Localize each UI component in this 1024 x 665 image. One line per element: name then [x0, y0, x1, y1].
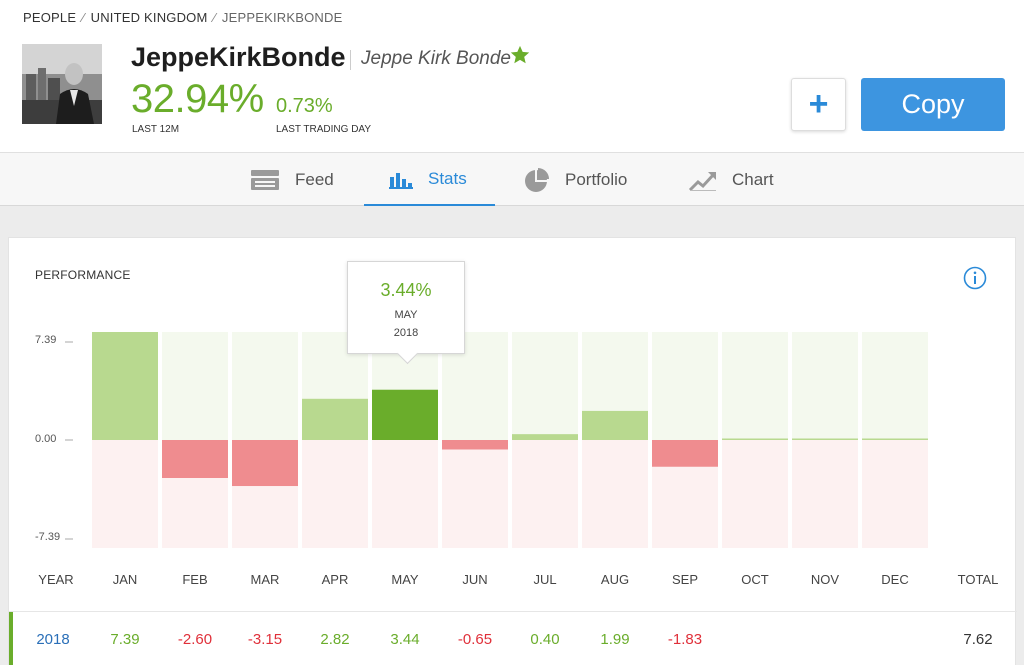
breadcrumb-separator: ⁄ — [82, 10, 85, 25]
tab-chart[interactable]: Chart — [688, 153, 774, 206]
tab-bar: Feed Stats Portfolio Chart — [0, 152, 1024, 206]
month-label-mar: MAR — [250, 572, 280, 587]
row-value-feb: -2.60 — [177, 631, 213, 648]
breadcrumb: PEOPLE ⁄ UNITED KINGDOM ⁄ JEPPEKIRKBONDE — [23, 10, 342, 25]
bar-background-negative — [792, 440, 858, 548]
bar-nov[interactable] — [792, 438, 858, 441]
tooltip-month: MAY — [394, 309, 418, 321]
row-value-jun: -0.65 — [457, 631, 493, 648]
bar-sep[interactable] — [652, 440, 718, 467]
add-watchlist-button[interactable]: + — [791, 78, 846, 131]
bar-background-negative — [862, 440, 928, 548]
month-label-jul: JUL — [533, 572, 557, 587]
tab-stats[interactable]: Stats — [364, 153, 495, 206]
month-label-feb: FEB — [182, 572, 208, 587]
chart-trend-icon — [688, 168, 718, 192]
bars-plot — [65, 332, 928, 548]
y-tick-label: 0.00 — [35, 433, 57, 445]
copy-button[interactable]: Copy — [861, 78, 1005, 131]
bar-jan[interactable] — [92, 332, 158, 440]
tab-chart-label: Chart — [732, 169, 774, 189]
month-label-oct: OCT — [741, 572, 769, 587]
bar-background-positive — [162, 332, 228, 440]
bar-may[interactable] — [372, 389, 438, 440]
year-header: YEAR — [38, 572, 74, 587]
gain-day: 0.73% — [276, 95, 333, 117]
bar-oct[interactable] — [722, 438, 788, 441]
gain-12m-label: LAST 12M — [132, 124, 180, 135]
row-value-aug: 1.99 — [600, 631, 630, 648]
month-label-dec: DEC — [881, 572, 909, 587]
bar-background-positive — [722, 332, 788, 440]
stats-icon — [388, 169, 414, 189]
bar-background-negative — [582, 440, 648, 548]
row-value-may: 3.44 — [390, 631, 420, 648]
row-value-sep: -1.83 — [667, 631, 703, 648]
tab-portfolio-label: Portfolio — [565, 169, 628, 189]
month-label-may: MAY — [391, 572, 419, 587]
performance-chart: 7.39 0.00 -7.39 — [9, 238, 1017, 665]
profile-header: PEOPLE ⁄ UNITED KINGDOM ⁄ JEPPEKIRKBONDE Jep… — [0, 0, 1024, 152]
month-label-jan: JAN — [112, 572, 138, 587]
bar-background-negative — [512, 440, 578, 548]
row-total: 7.62 — [963, 631, 993, 648]
tooltip-year: 2018 — [393, 327, 419, 339]
breadcrumb-current: JEPPEKIRKBONDE — [221, 10, 343, 25]
breadcrumb-separator: ⁄ — [213, 10, 216, 25]
month-label-jun: JUN — [462, 572, 488, 587]
tab-feed[interactable]: Feed — [249, 153, 334, 206]
y-tick-label: -7.39 — [35, 531, 61, 543]
breadcrumb-people[interactable]: PEOPLE — [23, 10, 77, 25]
y-tick-label: 7.39 — [35, 334, 57, 346]
gain-day-label: LAST TRADING DAY — [276, 124, 372, 135]
bar-aug[interactable] — [582, 410, 648, 440]
bar-dec[interactable] — [862, 438, 928, 441]
bar-background-positive — [652, 332, 718, 440]
username: JeppeKirkBonde — [131, 42, 346, 72]
tab-feed-label: Feed — [295, 169, 334, 189]
bar-jun[interactable] — [442, 440, 508, 450]
bar-apr[interactable] — [302, 398, 368, 440]
portfolio-pie-icon — [523, 166, 551, 194]
bar-background-negative — [442, 440, 508, 548]
bar-background-negative — [92, 440, 158, 548]
full-name: Jeppe Kirk Bonde — [361, 48, 511, 69]
tab-stats-label: Stats — [428, 168, 467, 188]
bar-feb[interactable] — [162, 440, 228, 478]
bar-jul[interactable] — [512, 434, 578, 440]
row-value-jan: 7.39 — [110, 631, 140, 648]
bar-mar[interactable] — [232, 440, 298, 487]
row-year[interactable]: 2018 — [36, 631, 70, 648]
bar-background-negative — [722, 440, 788, 548]
total-header: TOTAL — [957, 572, 999, 587]
bar-background-negative — [302, 440, 368, 548]
row-value-jul: 0.40 — [530, 631, 560, 648]
bar-background-positive — [862, 332, 928, 440]
month-label-apr: APR — [321, 572, 349, 587]
gain-12m: 32.94% — [131, 77, 264, 121]
month-label-nov: NOV — [810, 572, 840, 587]
row-accent — [9, 612, 13, 665]
row-value-apr: 2.82 — [320, 631, 350, 648]
bar-background-negative — [372, 440, 438, 548]
month-label-sep: SEP — [671, 572, 698, 587]
performance-card: PERFORMANCE 7.39 0.00 -7.39 YEAR JAN FEB M… — [8, 237, 1017, 665]
performance-title: PERFORMANCE — [35, 268, 131, 282]
feed-icon — [249, 168, 281, 192]
name-divider — [350, 50, 351, 70]
month-label-aug: AUG — [600, 572, 630, 587]
row-value-mar: -3.15 — [247, 631, 283, 648]
avatar — [22, 44, 102, 124]
bar-background-positive — [232, 332, 298, 440]
tooltip-value: 3.44% — [380, 280, 432, 300]
star-icon[interactable] — [509, 44, 531, 66]
tab-portfolio[interactable]: Portfolio — [523, 153, 627, 206]
info-icon[interactable] — [963, 266, 987, 290]
bar-background-positive — [792, 332, 858, 440]
breadcrumb-country[interactable]: UNITED KINGDOM — [90, 10, 208, 25]
table-row[interactable]: 2018 7.39 -2.60 -3.15 2.82 3.44 -0.65 0.40 1.99… — [9, 611, 1017, 665]
bar-tooltip: 3.44% MAY 2018 — [347, 261, 465, 354]
bar-background-positive — [512, 332, 578, 440]
